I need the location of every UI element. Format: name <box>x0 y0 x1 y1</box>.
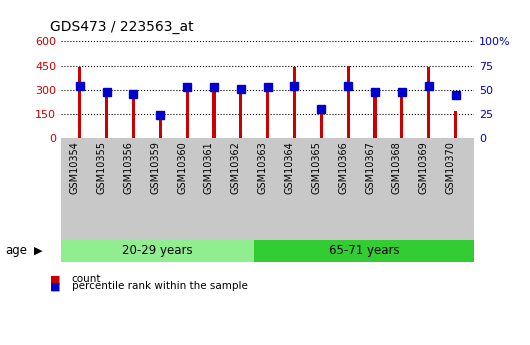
Text: GSM10369: GSM10369 <box>419 141 429 194</box>
Text: GSM10370: GSM10370 <box>446 141 456 194</box>
Bar <box>266 87 269 138</box>
Text: GSM10367: GSM10367 <box>365 141 375 194</box>
Text: percentile rank within the sample: percentile rank within the sample <box>72 282 248 291</box>
Bar <box>347 66 350 138</box>
Text: ■: ■ <box>50 282 61 291</box>
Text: ▶: ▶ <box>34 246 43 256</box>
Text: GSM10365: GSM10365 <box>311 141 321 194</box>
Text: GSM10359: GSM10359 <box>151 141 160 194</box>
Text: GSM10360: GSM10360 <box>177 141 187 194</box>
Bar <box>186 85 189 138</box>
Bar <box>454 111 457 138</box>
Text: GSM10362: GSM10362 <box>231 141 241 194</box>
Bar <box>78 68 81 138</box>
Text: GDS473 / 223563_at: GDS473 / 223563_at <box>50 20 194 34</box>
Text: GSM10364: GSM10364 <box>285 141 295 194</box>
Text: 65-71 years: 65-71 years <box>329 245 400 257</box>
Text: count: count <box>72 275 101 284</box>
Bar <box>293 68 296 138</box>
Text: GSM10366: GSM10366 <box>338 141 348 194</box>
Text: GSM10355: GSM10355 <box>96 141 107 195</box>
Bar <box>213 87 216 138</box>
Text: ■: ■ <box>50 275 61 284</box>
Bar <box>374 92 377 138</box>
Text: GSM10363: GSM10363 <box>258 141 268 194</box>
Bar <box>158 117 162 138</box>
Bar <box>400 92 403 138</box>
Bar <box>239 88 242 138</box>
Bar <box>105 92 108 138</box>
Text: age: age <box>5 245 28 257</box>
Text: GSM10354: GSM10354 <box>70 141 80 194</box>
Bar <box>427 67 430 138</box>
Bar <box>320 111 323 138</box>
Text: GSM10356: GSM10356 <box>123 141 134 194</box>
Text: 20-29 years: 20-29 years <box>122 245 193 257</box>
Text: GSM10368: GSM10368 <box>392 141 402 194</box>
Bar <box>132 94 135 138</box>
Text: GSM10361: GSM10361 <box>204 141 214 194</box>
